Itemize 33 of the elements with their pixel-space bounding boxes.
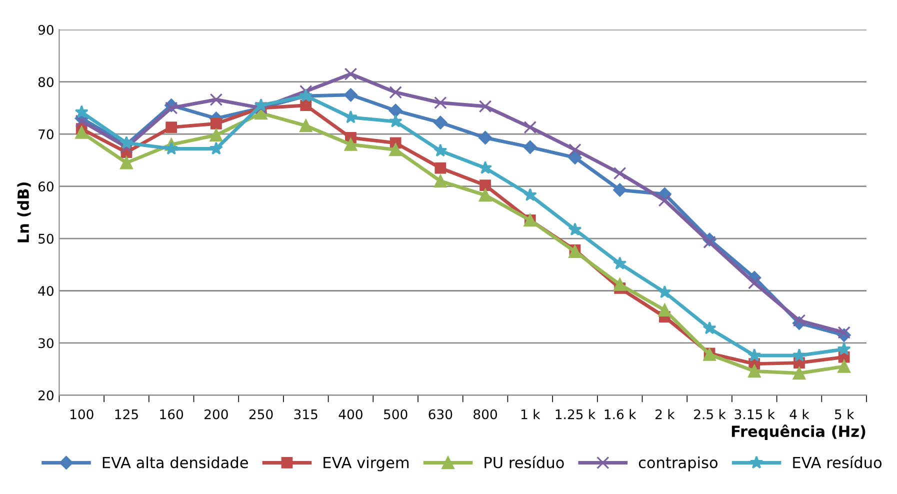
x-tick-label: 1.6 k — [604, 409, 636, 420]
y-tick-label: 20 — [38, 390, 54, 400]
x-tick-label: 400 — [338, 409, 362, 420]
x-tick-label: 100 — [70, 409, 94, 420]
x-tick-label: 200 — [204, 409, 228, 420]
x-tick-label: 1 k — [521, 409, 540, 420]
x-tick-label: 160 — [160, 409, 184, 420]
x-tick-label: 2 k — [656, 409, 675, 420]
y-axis-title: Ln (dB) — [17, 182, 31, 242]
y-tick-label: 90 — [38, 24, 54, 35]
legend-label: EVA virgem — [324, 456, 409, 472]
x-tick-label: 500 — [384, 409, 408, 420]
y-tick-label: 30 — [38, 338, 54, 348]
x-axis-title: Frequência (Hz) — [732, 424, 866, 440]
legend-label: EVA alta densidade — [102, 456, 248, 468]
y-tick-label: 40 — [38, 286, 54, 296]
x-tick-label: 5 k — [834, 409, 854, 420]
legend-label: EVA resíduo — [793, 456, 882, 468]
y-tick-label: 80 — [38, 77, 54, 88]
x-tick-label: 800 — [474, 409, 497, 420]
x-tick-label: 125 — [115, 409, 138, 420]
legend-label: contrapiso — [638, 456, 718, 472]
x-tick-label: 4 k — [790, 409, 810, 420]
y-tick-label: 60 — [38, 182, 54, 192]
y-tick-label: 70 — [38, 129, 54, 140]
x-tick-label: 2.5 k — [694, 409, 726, 420]
x-tick-label: 1.25 k — [556, 409, 596, 420]
legend-label: PU resíduo — [484, 456, 564, 468]
x-tick-label: 630 — [428, 409, 452, 420]
x-tick-label: 3.15 k — [734, 409, 775, 420]
x-tick-label: 315 — [294, 409, 318, 420]
x-tick-label: 250 — [249, 409, 273, 420]
y-tick-label: 50 — [38, 234, 54, 244]
